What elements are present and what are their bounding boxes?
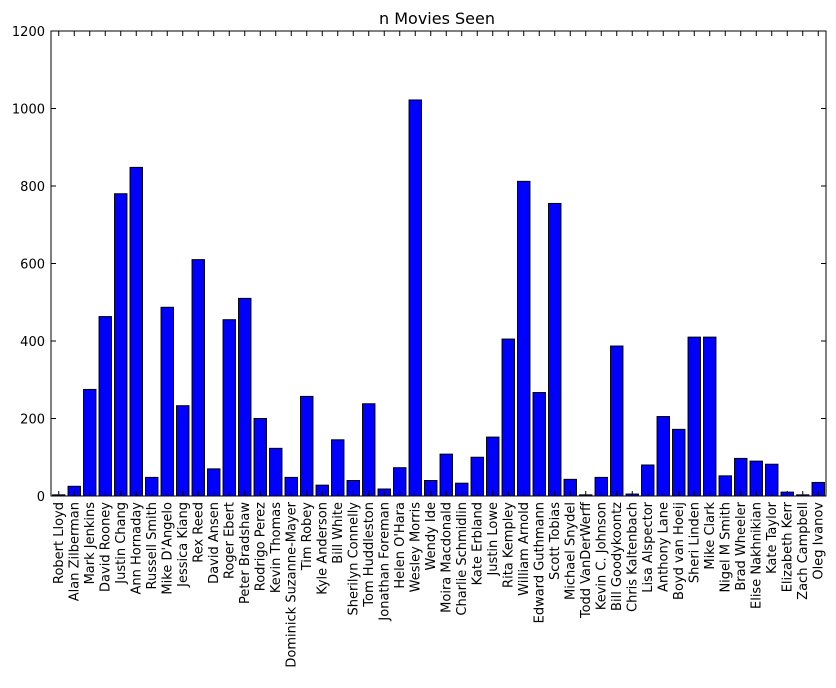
- x-tick-label: Kevin C. Johnson: [594, 502, 609, 610]
- x-tick-label: Nigel M Smith: [718, 502, 733, 593]
- x-tick-label: Kevin Thomas: [269, 502, 284, 593]
- x-tick-label: Kate Erbland: [470, 502, 485, 585]
- x-tick-label: Anthony Lane: [656, 502, 671, 592]
- bar: [191, 259, 205, 497]
- bars-layer: [52, 99, 825, 497]
- bar: [672, 428, 686, 497]
- x-tick-label: Zach Campbell: [796, 502, 811, 600]
- x-tick-label: Wesley Morris: [408, 502, 423, 593]
- x-tick-label: Brad Wheeler: [734, 501, 749, 590]
- bar: [408, 99, 422, 497]
- x-axis: Robert Lloyd Alan Zilberman Mark Jenkins Da…: [52, 31, 826, 668]
- x-tick-label: Bill White: [331, 502, 346, 564]
- x-tick-label: Roger Ebert: [222, 502, 237, 579]
- x-tick-label: Bill Goodykoontz: [610, 502, 625, 611]
- x-tick-label: Kate Taylor: [765, 501, 780, 574]
- chart-title: n Movies Seen: [379, 9, 495, 28]
- bar: [176, 405, 190, 497]
- x-tick-label: Rex Reed: [191, 502, 206, 563]
- x-tick-label: Justin Chang: [114, 502, 129, 585]
- x-tick-label: Scott Tobias: [548, 502, 563, 580]
- x-tick-label: Charlie Schmidlin: [455, 502, 470, 616]
- x-tick-label: Justin Lowe: [486, 502, 501, 577]
- bar: [300, 395, 314, 497]
- bar: [517, 180, 531, 497]
- bar: [160, 306, 174, 497]
- x-tick-label: Russell Smith: [145, 502, 160, 589]
- x-tick-label: Moira Macdonald: [439, 502, 454, 613]
- y-tick-label: 200: [20, 413, 45, 428]
- x-tick-label: David Ansen: [207, 502, 222, 584]
- bar: [331, 439, 345, 497]
- x-tick-label: Helen O'Hara: [393, 502, 408, 589]
- bar: [548, 202, 562, 497]
- bar: [114, 193, 128, 497]
- bar: [269, 447, 283, 497]
- x-tick-label: Wendy Ide: [424, 502, 439, 571]
- x-tick-label: Rita Kempley: [501, 502, 516, 588]
- y-tick-label: 1000: [12, 103, 45, 118]
- bar: [656, 416, 670, 497]
- x-tick-label: Michael Snydel: [563, 502, 578, 600]
- y-tick-label: 400: [20, 335, 45, 350]
- bar: [362, 403, 376, 497]
- x-tick-label: Sheri Linden: [687, 502, 702, 583]
- x-tick-label: Boyd van Hoeij: [672, 502, 687, 600]
- x-tick-label: Edward Guthmann: [532, 502, 547, 623]
- x-tick-label: Sherilyn Connelly: [346, 502, 361, 616]
- x-tick-label: Elise Nakhnikian: [749, 502, 764, 609]
- x-tick-label: Tom Huddleston: [362, 502, 377, 608]
- y-axis: 0 200 400 600 800 1000 1200: [12, 25, 826, 505]
- x-tick-label: Jessica Kiang: [176, 502, 191, 588]
- x-tick-label: Mark Jenkins: [83, 502, 98, 585]
- x-tick-label: Mike D'Angelo: [160, 502, 175, 595]
- x-tick-label: Mike Clark: [703, 502, 718, 570]
- bar: [749, 460, 763, 497]
- bar: [734, 457, 748, 497]
- x-tick-label: Oleg Ivanov: [811, 502, 826, 580]
- y-tick-label: 0: [37, 490, 45, 505]
- x-tick-label: Alan Zilberman: [67, 502, 82, 601]
- x-tick-label: Peter Bradshaw: [238, 502, 253, 604]
- bar: [98, 316, 112, 497]
- bar: [83, 388, 97, 497]
- x-tick-label: Todd VanDerWerff: [579, 501, 594, 619]
- bar: [253, 418, 267, 497]
- x-tick-label: Tim Robey: [300, 502, 315, 572]
- x-tick-label: Lisa Alspector: [641, 501, 656, 592]
- bar: [532, 392, 546, 497]
- x-tick-label: Rodrigo Perez: [253, 502, 268, 591]
- bar: [703, 336, 717, 497]
- bar: [501, 338, 515, 497]
- bar: [439, 453, 453, 497]
- bar: [129, 166, 143, 497]
- x-tick-label: Ann Hornaday: [129, 502, 144, 595]
- x-tick-label: Dominick Suzanne-Mayer: [284, 501, 299, 667]
- x-tick-label: Chris Kaltenbach: [625, 502, 640, 612]
- bar: [470, 456, 484, 497]
- bar: [486, 436, 500, 497]
- x-tick-label: Robert Lloyd: [52, 502, 67, 584]
- y-tick-label: 600: [20, 258, 45, 273]
- bar: [687, 336, 701, 497]
- bar: [610, 345, 624, 497]
- x-tick-label: David Rooney: [98, 502, 113, 592]
- y-tick-label: 800: [20, 180, 45, 195]
- bar: [222, 319, 236, 497]
- x-tick-label: Kyle Anderson: [315, 502, 330, 595]
- x-tick-label: Elizabeth Kerr: [780, 501, 795, 592]
- x-tick-label: Jonathan Foreman: [377, 502, 392, 622]
- y-tick-label: 1200: [12, 25, 45, 40]
- bar: [238, 297, 252, 497]
- x-tick-label: William Arnold: [517, 502, 532, 596]
